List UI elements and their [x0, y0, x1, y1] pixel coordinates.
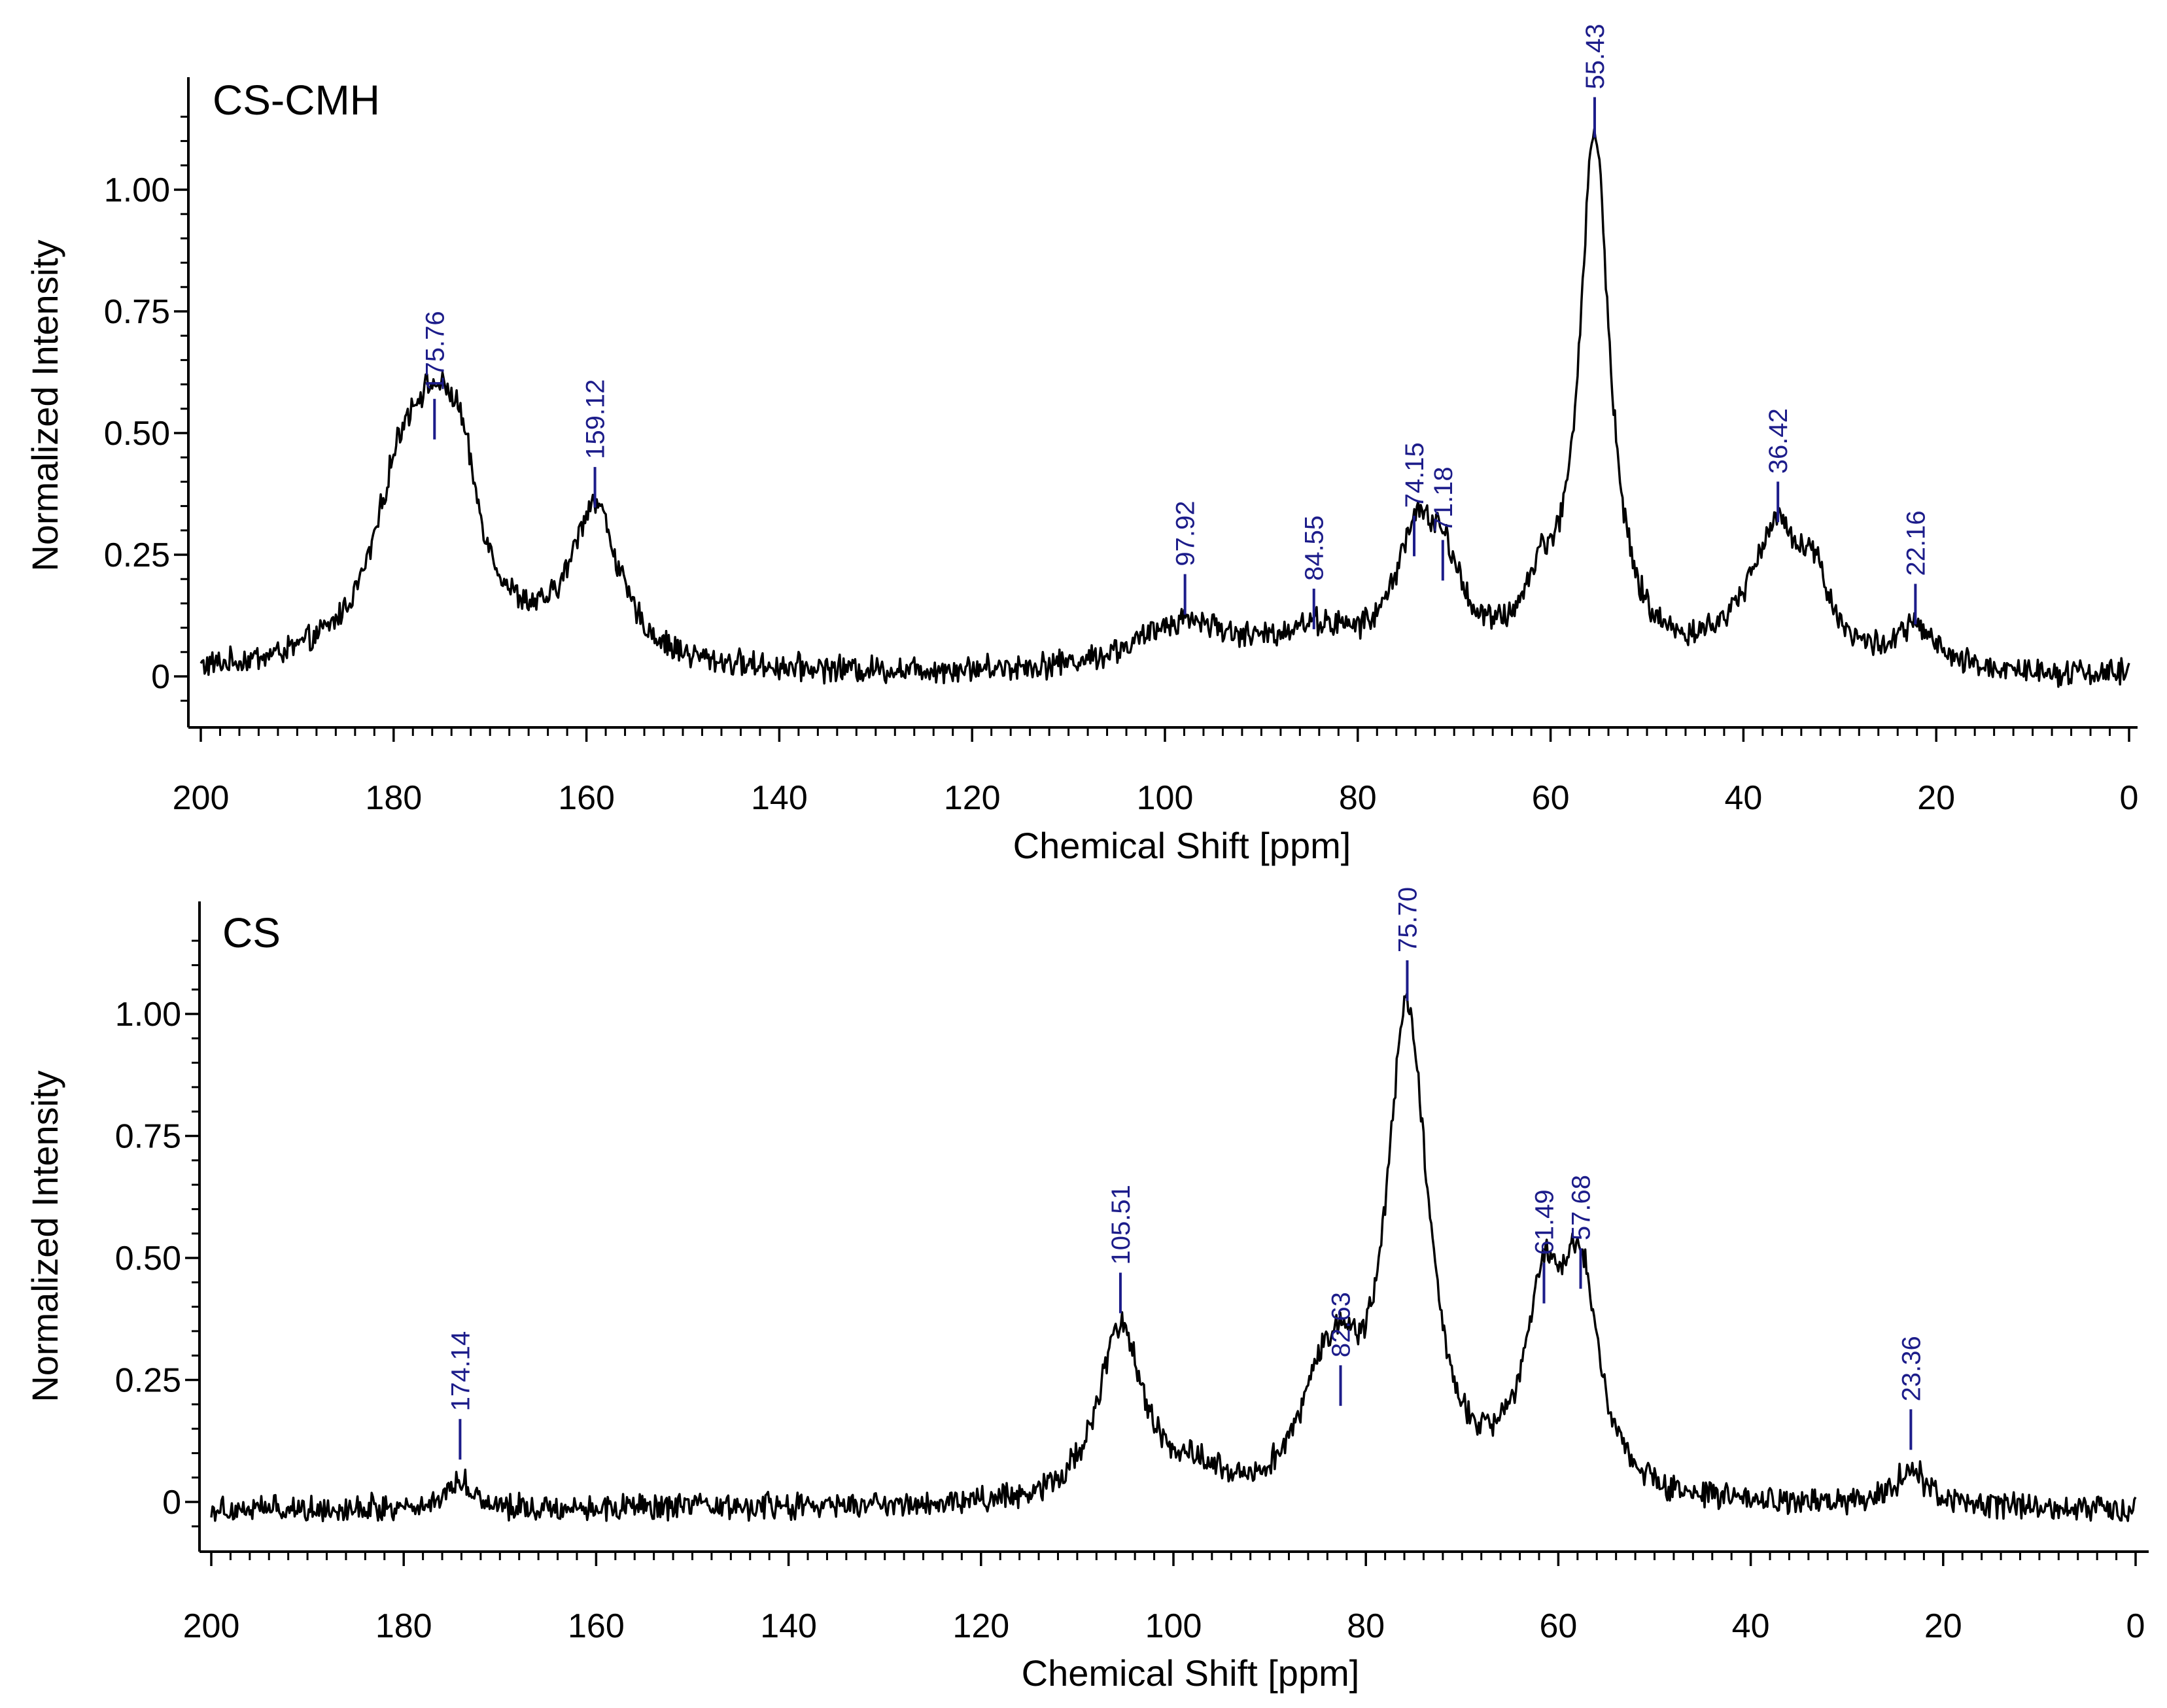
x-tick-label: 160: [568, 1607, 625, 1645]
y-tick-label: 0.75: [115, 1118, 181, 1156]
x-tick-label: 60: [1539, 1607, 1577, 1645]
spectrum-trace: [210, 992, 2137, 1523]
x-tick-label: 20: [1917, 779, 1955, 817]
peak-label: 36.42: [1764, 408, 1793, 474]
peak-label: 97.92: [1171, 500, 1200, 566]
spectrum-trace: [199, 128, 2130, 688]
peak-label: 174.14: [446, 1331, 475, 1411]
peak-label: 75.70: [1393, 887, 1422, 952]
peak-label: 71.18: [1429, 466, 1458, 532]
panel-title-cs-cmh: CS-CMH: [213, 77, 380, 124]
x-tick-label: 140: [760, 1607, 817, 1645]
x-tick-label: 200: [173, 779, 230, 817]
y-tick-label: 0: [162, 1484, 181, 1522]
x-tick-label: 200: [183, 1607, 240, 1645]
peak-label: 74.15: [1400, 442, 1429, 508]
peak-label: 159.12: [581, 379, 610, 459]
peak-label: 82.63: [1327, 1292, 1356, 1357]
peak-label: 57.68: [1567, 1175, 1596, 1240]
spectrum-line: [199, 128, 2130, 688]
panel-cs: CS Normalized Intensity Chemical Shift […: [24, 887, 2149, 1694]
panel-cs-cmh: CS-CMH Normalized Intensity Chemical Shi…: [24, 24, 2138, 866]
peak-label: 84.55: [1300, 515, 1329, 581]
x-tick-label: 100: [1137, 779, 1194, 817]
y-axis-title: Normalized Intensity: [24, 1070, 65, 1402]
axis-ticks: 200 180 160 140 120 100 80 60 40 20 000.250.500.75…: [115, 939, 2145, 1645]
x-tick-label: 0: [2126, 1607, 2145, 1645]
y-tick-label: 0.50: [104, 415, 170, 453]
peak-label: 22.16: [1901, 510, 1930, 576]
peak-annotations: 174.14 105.51 82.63 75.70 61.49 57.68 23.36: [446, 887, 1926, 1460]
y-axis-title: Normalized Intensity: [24, 239, 65, 571]
x-tick-label: 120: [952, 1607, 1009, 1645]
peak-label: 61.49: [1530, 1189, 1559, 1255]
x-tick-label: 160: [558, 779, 615, 817]
y-tick-label: 1.00: [104, 171, 170, 209]
x-tick-label: 40: [1732, 1607, 1770, 1645]
x-tick-label: 60: [1532, 779, 1570, 817]
peak-label: 23.36: [1897, 1336, 1926, 1401]
peak-label: 175.76: [421, 311, 449, 391]
x-tick-label: 80: [1347, 1607, 1385, 1645]
peak-label: 55.43: [1581, 24, 1610, 89]
x-tick-label: 180: [375, 1607, 432, 1645]
axis-ticks: 200 180 160 140 120 100 80 60 40 20 000.250.500.75…: [104, 115, 2139, 817]
y-tick-label: 0.25: [104, 536, 170, 574]
x-axis-title: Chemical Shift [ppm]: [1013, 825, 1351, 866]
y-tick-label: 0.75: [104, 293, 170, 331]
x-tick-label: 180: [365, 779, 422, 817]
x-tick-label: 20: [1924, 1607, 1962, 1645]
spectrum-line: [210, 992, 2137, 1523]
peak-label: 105.51: [1107, 1185, 1136, 1264]
x-tick-label: 40: [1724, 779, 1762, 817]
x-tick-label: 100: [1145, 1607, 1202, 1645]
x-tick-label: 140: [751, 779, 808, 817]
x-tick-label: 0: [2120, 779, 2139, 817]
y-tick-label: 0: [151, 658, 170, 696]
peak-annotations: 175.76 159.12 97.92 84.55 74.15 71.18 55.43 36.…: [421, 24, 1930, 629]
y-tick-label: 0.25: [115, 1362, 181, 1400]
y-tick-label: 1.00: [115, 996, 181, 1034]
y-tick-label: 0.50: [115, 1240, 181, 1278]
x-tick-label: 120: [944, 779, 1001, 817]
x-axis-title: Chemical Shift [ppm]: [1022, 1652, 1360, 1694]
panel-title-cs: CS: [222, 909, 281, 956]
x-tick-label: 80: [1339, 779, 1377, 817]
